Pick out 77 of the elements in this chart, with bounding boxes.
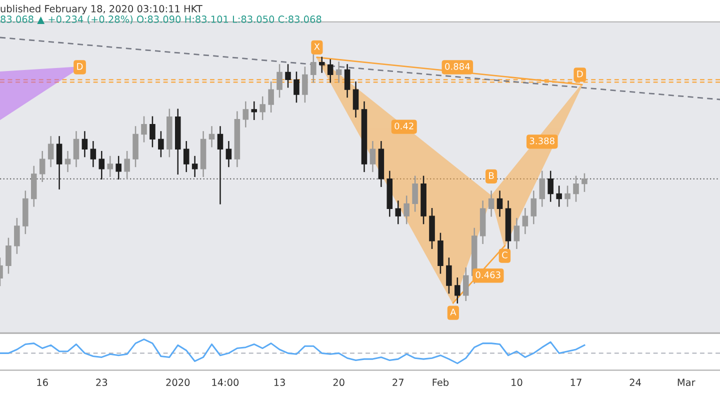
candlestick [242, 101, 249, 128]
candlestick [6, 238, 12, 274]
candlestick [56, 136, 62, 190]
candlestick [582, 173, 588, 192]
candlestick [370, 141, 376, 172]
candlestick [64, 150, 71, 172]
candlestick [462, 268, 469, 302]
x-tick-label: 16 [37, 378, 48, 386]
candlestick [217, 126, 224, 204]
candlestick [183, 141, 190, 172]
candlestick [496, 190, 503, 217]
candlestick [276, 64, 282, 98]
candlestick [310, 54, 316, 83]
candlestick [522, 208, 528, 234]
x-tick-label: 27 [392, 378, 404, 386]
candlestick [251, 101, 258, 120]
candlestick [158, 131, 164, 158]
x-tick-label: 10 [512, 378, 522, 386]
candlestick [514, 218, 520, 249]
candlestick [395, 200, 402, 224]
candlestick [150, 116, 156, 148]
candlestick [530, 190, 537, 224]
annotation: A [450, 308, 456, 316]
candlestick [548, 170, 554, 202]
annotation: 0.42 [394, 122, 414, 130]
x-tick-label: 24 [630, 378, 641, 386]
candlestick [208, 126, 215, 148]
annotation: D [577, 70, 583, 78]
candlestick [141, 116, 147, 142]
candlestick [260, 96, 266, 120]
candlestick [90, 141, 96, 168]
candlestick [564, 186, 570, 207]
x-tick-label: 20 [333, 378, 344, 386]
candlestick [352, 82, 359, 118]
candlestick [336, 62, 342, 83]
candlestick [488, 190, 494, 217]
candlestick [124, 150, 130, 180]
candlestick [446, 258, 452, 294]
candlestick [302, 66, 308, 103]
candlestick [318, 56, 325, 73]
candlestick [454, 277, 460, 304]
x-tick-label: 17 [570, 378, 582, 386]
candlestick [573, 176, 579, 202]
candlestick [327, 59, 334, 83]
candlestick [268, 82, 274, 113]
x-tick-label: 14:00 [212, 378, 239, 386]
x-tick-label: Feb [432, 378, 449, 386]
annotation: 0.884 [445, 63, 470, 70]
candlestick [556, 186, 562, 207]
candlestick [539, 170, 546, 207]
chart-title: ublished February 18, 2020 03:10:11 HKT [0, 4, 202, 14]
x-tick-label: 23 [96, 378, 108, 386]
x-tick-label: Mar [678, 378, 696, 386]
candlestick [39, 150, 46, 182]
chart-subtitle: 83.068 ▲ +0.234 (+0.28%) O:83.090 H:83.101 L:83.050 C:83.068 [0, 15, 322, 24]
annotation: 3.388 [530, 137, 554, 144]
candlestick [344, 64, 350, 98]
candlestick [48, 136, 54, 168]
x-tick-label: 2020 [166, 378, 190, 386]
candlestick [98, 150, 105, 180]
candlestick [116, 156, 122, 180]
candlestick [73, 131, 80, 168]
candlestick [107, 156, 114, 178]
candlestick [412, 176, 418, 212]
annotation: X [314, 43, 320, 50]
annotation: 0.463 [476, 271, 500, 278]
annotation: D [77, 63, 83, 70]
annotation: C [502, 252, 508, 258]
candlestick [294, 72, 300, 103]
annotation: B [489, 172, 494, 179]
x-tick-label: 13 [274, 378, 285, 386]
candlestick [226, 141, 232, 168]
candlestick [404, 196, 410, 224]
candlestick [14, 218, 20, 254]
candlestick [192, 156, 198, 178]
candlestick [82, 131, 88, 158]
candlestick [285, 64, 291, 88]
